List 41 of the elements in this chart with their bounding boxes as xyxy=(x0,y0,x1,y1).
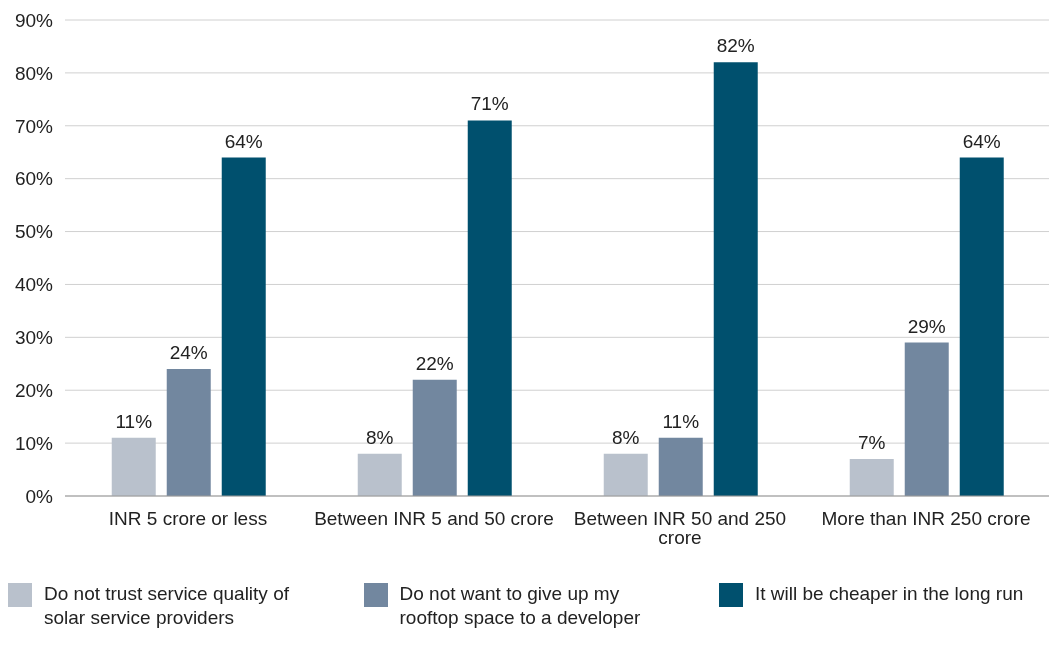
data-label: 29% xyxy=(907,315,946,337)
bar xyxy=(111,437,156,496)
data-label: 64% xyxy=(962,130,1001,152)
y-tick-label: 10% xyxy=(14,432,54,454)
data-label: 64% xyxy=(224,130,263,152)
y-tick-label: 90% xyxy=(14,9,54,31)
y-tick-label: 30% xyxy=(14,327,54,349)
bar xyxy=(849,458,894,496)
legend-label: It will be cheaper in the long run xyxy=(755,582,1025,606)
y-tick-label: 80% xyxy=(14,62,54,84)
x-tick-label: INR 5 crore or less xyxy=(108,508,268,530)
data-label: 24% xyxy=(169,342,208,364)
x-tick-label: More than INR 250 crore xyxy=(821,508,1031,530)
data-label: 11% xyxy=(662,410,700,432)
y-tick-label: 50% xyxy=(14,221,54,243)
data-label: 8% xyxy=(612,426,640,448)
legend-label: Do not want to give up my rooftop space to a developer xyxy=(399,582,642,630)
y-tick-label: 20% xyxy=(14,379,54,401)
bar xyxy=(357,453,402,496)
x-tick-label: Between INR 5 and 50 crore xyxy=(314,508,554,530)
y-tick-label: 70% xyxy=(14,115,54,137)
data-label: 7% xyxy=(858,431,886,453)
bar xyxy=(221,157,266,496)
data-label: 11% xyxy=(115,410,153,432)
bar xyxy=(166,369,211,496)
y-tick-label: 60% xyxy=(14,168,54,190)
data-label: 22% xyxy=(415,352,454,374)
x-tick-label: Between INR 50 and 250 crore xyxy=(573,508,787,549)
y-tick-label: 40% xyxy=(14,274,54,296)
bar xyxy=(713,62,758,496)
legend-label: Do not trust service quality of solar service providers xyxy=(44,582,290,630)
bar xyxy=(467,120,512,496)
data-label: 82% xyxy=(716,35,755,57)
data-label: 8% xyxy=(366,426,394,448)
y-tick-label: 0% xyxy=(25,485,54,507)
data-label: 71% xyxy=(470,93,509,115)
bar xyxy=(904,342,949,496)
bar xyxy=(603,453,648,496)
bar xyxy=(412,379,457,496)
bar xyxy=(959,157,1004,496)
bar xyxy=(658,437,703,496)
